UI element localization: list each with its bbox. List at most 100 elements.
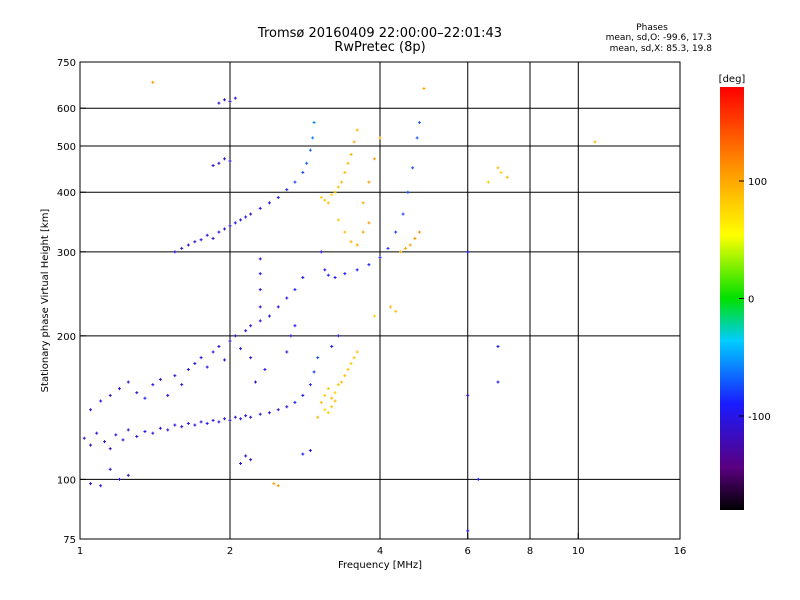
data-point <box>151 383 155 387</box>
data-point <box>349 361 353 365</box>
data-point <box>308 383 312 387</box>
stats-x-line: mean, sd,X: 85.3, 19.8 <box>609 44 712 54</box>
data-point <box>285 405 289 409</box>
data-point <box>378 136 382 140</box>
data-point <box>323 268 327 272</box>
data-point <box>386 246 390 250</box>
data-point <box>355 243 359 247</box>
data-point <box>135 391 139 395</box>
data-point <box>223 157 227 161</box>
data-point <box>186 367 190 371</box>
data-point <box>249 324 253 328</box>
data-point <box>143 396 147 400</box>
data-point <box>308 448 312 452</box>
data-point <box>323 393 327 397</box>
data-point <box>361 201 365 205</box>
data-point <box>401 212 405 216</box>
data-point <box>378 255 382 259</box>
data-point <box>316 415 320 419</box>
data-point <box>217 230 221 234</box>
data-point <box>258 272 262 276</box>
stats-o-line: mean, sd,O: -99.6, 17.3 <box>605 33 712 43</box>
data-point <box>276 305 280 309</box>
data-point <box>403 246 407 250</box>
data-point <box>89 408 93 412</box>
data-point <box>114 433 118 437</box>
data-point <box>211 350 215 354</box>
data-point <box>373 157 377 161</box>
data-point <box>108 447 112 451</box>
data-point <box>267 411 271 415</box>
data-point <box>285 188 289 192</box>
y-tick-label: 600 <box>57 104 76 115</box>
data-point <box>276 195 280 199</box>
data-point <box>180 425 184 429</box>
data-point <box>173 423 177 427</box>
data-point <box>326 387 330 391</box>
data-point <box>593 140 597 144</box>
data-point <box>399 250 403 254</box>
data-point <box>406 190 410 194</box>
data-point <box>308 148 312 152</box>
data-point <box>267 314 271 318</box>
y-tick-label: 75 <box>63 535 76 546</box>
data-point <box>89 443 93 447</box>
data-point <box>126 428 130 432</box>
data-point <box>301 276 305 280</box>
data-point <box>223 358 227 362</box>
data-point <box>228 339 232 343</box>
data-point <box>186 421 190 425</box>
data-point <box>486 180 490 184</box>
data-point <box>466 250 470 254</box>
data-point <box>330 193 334 197</box>
data-point <box>355 268 359 272</box>
data-point <box>228 224 232 228</box>
data-point <box>244 329 248 333</box>
data-point <box>233 415 237 419</box>
data-point <box>466 529 470 533</box>
data-point <box>258 319 262 323</box>
data-point <box>126 473 130 477</box>
data-point <box>217 344 221 348</box>
data-point <box>173 374 177 378</box>
data-point <box>228 159 232 163</box>
data-point <box>336 185 340 189</box>
data-point <box>330 396 334 400</box>
data-point <box>258 305 262 309</box>
data-point <box>89 482 93 486</box>
data-point <box>389 305 393 309</box>
data-point <box>211 418 215 422</box>
data-point <box>343 374 347 378</box>
data-point <box>349 240 353 244</box>
data-point <box>158 377 162 381</box>
data-point <box>258 257 262 261</box>
chart-subtitle: RwPretec (8p) <box>334 40 426 55</box>
data-point <box>223 98 227 102</box>
data-point <box>223 417 227 421</box>
data-point <box>499 170 503 174</box>
data-point <box>352 356 356 360</box>
data-point <box>394 230 398 234</box>
data-point <box>117 477 121 481</box>
data-point <box>158 426 162 430</box>
data-point <box>193 361 197 365</box>
data-point <box>312 121 316 125</box>
data-point <box>239 461 243 465</box>
data-point <box>336 334 340 338</box>
x-tick-label: 16 <box>674 546 687 557</box>
data-point <box>258 206 262 210</box>
y-tick-label: 750 <box>57 58 76 69</box>
data-point <box>103 440 107 444</box>
data-point <box>228 99 232 103</box>
data-point <box>333 190 337 194</box>
data-point <box>316 356 320 360</box>
data-point <box>343 170 347 174</box>
data-point <box>319 250 323 254</box>
colorbar-tick-label: 0 <box>748 295 754 306</box>
data-point <box>346 161 350 165</box>
data-point <box>301 452 305 456</box>
data-point <box>211 164 215 168</box>
data-point <box>276 484 280 488</box>
data-point <box>108 467 112 471</box>
